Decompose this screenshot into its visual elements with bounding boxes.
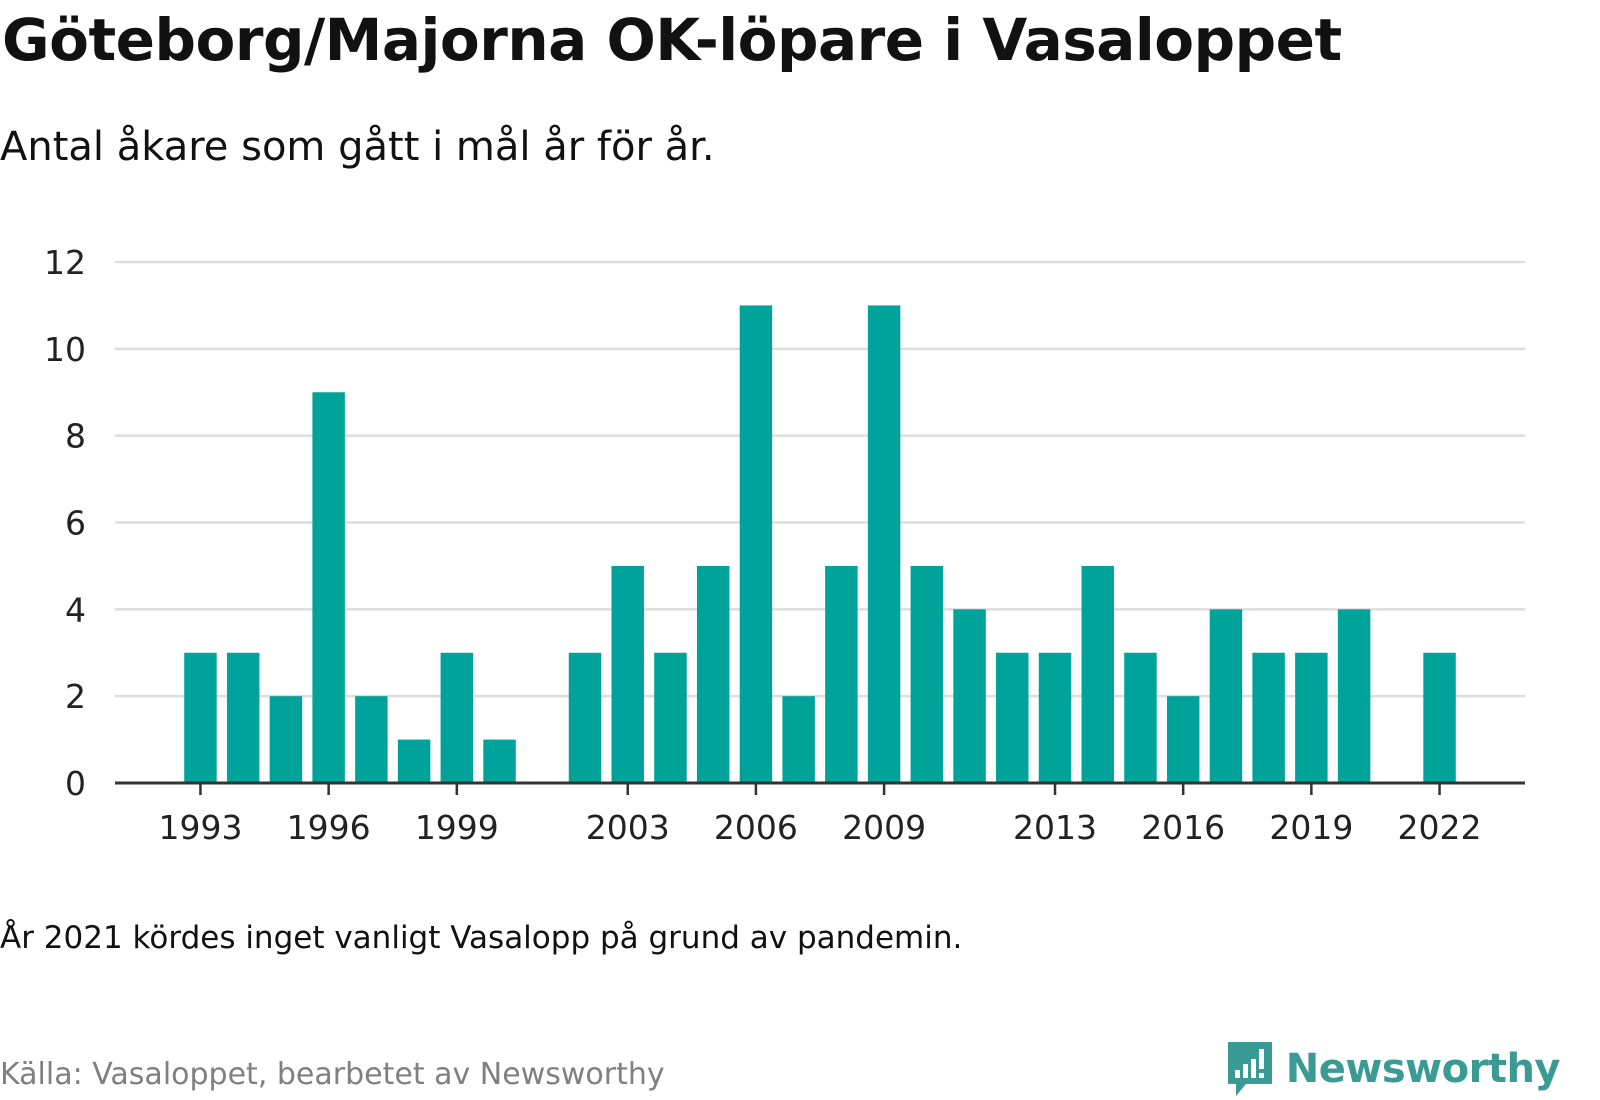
- bar-1998: [397, 739, 431, 783]
- grid-lines: [115, 260, 1525, 698]
- bar-1993: [184, 652, 217, 783]
- bar-1995: [269, 696, 303, 783]
- bar-2000: [483, 739, 516, 783]
- bar-2005: [696, 565, 730, 783]
- y-tick-labels: 0 2 4 6 8 10 12: [44, 243, 86, 803]
- bar-2007: [782, 696, 815, 783]
- bar-2012: [996, 652, 1029, 783]
- y-tick-label: 2: [65, 677, 86, 716]
- brand-name: Newsworthy: [1285, 1046, 1561, 1092]
- bar-2013: [1038, 652, 1072, 783]
- x-tick-label: 2019: [1269, 808, 1353, 847]
- bar-1997: [355, 696, 388, 783]
- brand-logo: Newsworthy: [1224, 1040, 1561, 1098]
- bar-2019: [1295, 652, 1328, 783]
- bar-1996: [312, 392, 345, 783]
- bar-2006: [739, 305, 773, 783]
- source-text: Källa: Vasaloppet, bearbetet av Newswort…: [0, 1057, 665, 1092]
- chart-title: Göteborg/Majorna OK-löpare i Vasaloppet: [2, 6, 1342, 74]
- bar-2004: [654, 652, 687, 783]
- bars: [184, 305, 1456, 783]
- bar-chart: 0 2 4 6 8 10 12 1993 1996 1999 2003 2006 2009 2013 20…: [44, 243, 1525, 847]
- x-tick-label: 1999: [415, 808, 499, 847]
- x-tick-label: 1993: [158, 808, 242, 847]
- bar-2016: [1166, 696, 1200, 783]
- bar-2011: [953, 609, 986, 783]
- newsworthy-logo-icon: [1227, 1042, 1272, 1096]
- bar-2020: [1337, 609, 1371, 783]
- y-tick-label: 4: [65, 590, 86, 629]
- y-tick-label: 8: [65, 417, 86, 456]
- bar-1994: [226, 652, 260, 783]
- bar-2003: [611, 565, 644, 783]
- x-tick-label: 2013: [1013, 808, 1097, 847]
- x-tick-label: 2022: [1398, 808, 1482, 847]
- x-tick-label: 2016: [1141, 808, 1225, 847]
- x-tick-labels: 1993 1996 1999 2003 2006 2009 2013 2016 2019 2022: [158, 783, 1482, 847]
- x-tick-label: 2006: [714, 808, 798, 847]
- y-tick-label: 6: [65, 504, 86, 543]
- chart-subtitle: Antal åkare som gått i mål år för år.: [0, 124, 715, 170]
- chart-note: År 2021 kördes inget vanligt Vasalopp på…: [0, 920, 963, 956]
- y-tick-label: 12: [44, 243, 86, 282]
- bar-2014: [1081, 565, 1114, 783]
- bar-2022: [1423, 652, 1456, 783]
- bar-2018: [1252, 652, 1285, 783]
- x-tick-label: 2003: [586, 808, 670, 847]
- bar-2017: [1209, 609, 1243, 783]
- bar-2015: [1124, 652, 1157, 783]
- x-tick-label: 2009: [842, 808, 926, 847]
- y-tick-label: 0: [65, 764, 86, 803]
- bar-2002: [568, 652, 602, 783]
- bar-1999: [440, 652, 474, 783]
- bar-2009: [867, 305, 901, 783]
- bar-2008: [825, 565, 858, 783]
- x-tick-label: 1996: [287, 808, 371, 847]
- y-tick-label: 10: [44, 330, 86, 369]
- bar-2010: [910, 565, 944, 783]
